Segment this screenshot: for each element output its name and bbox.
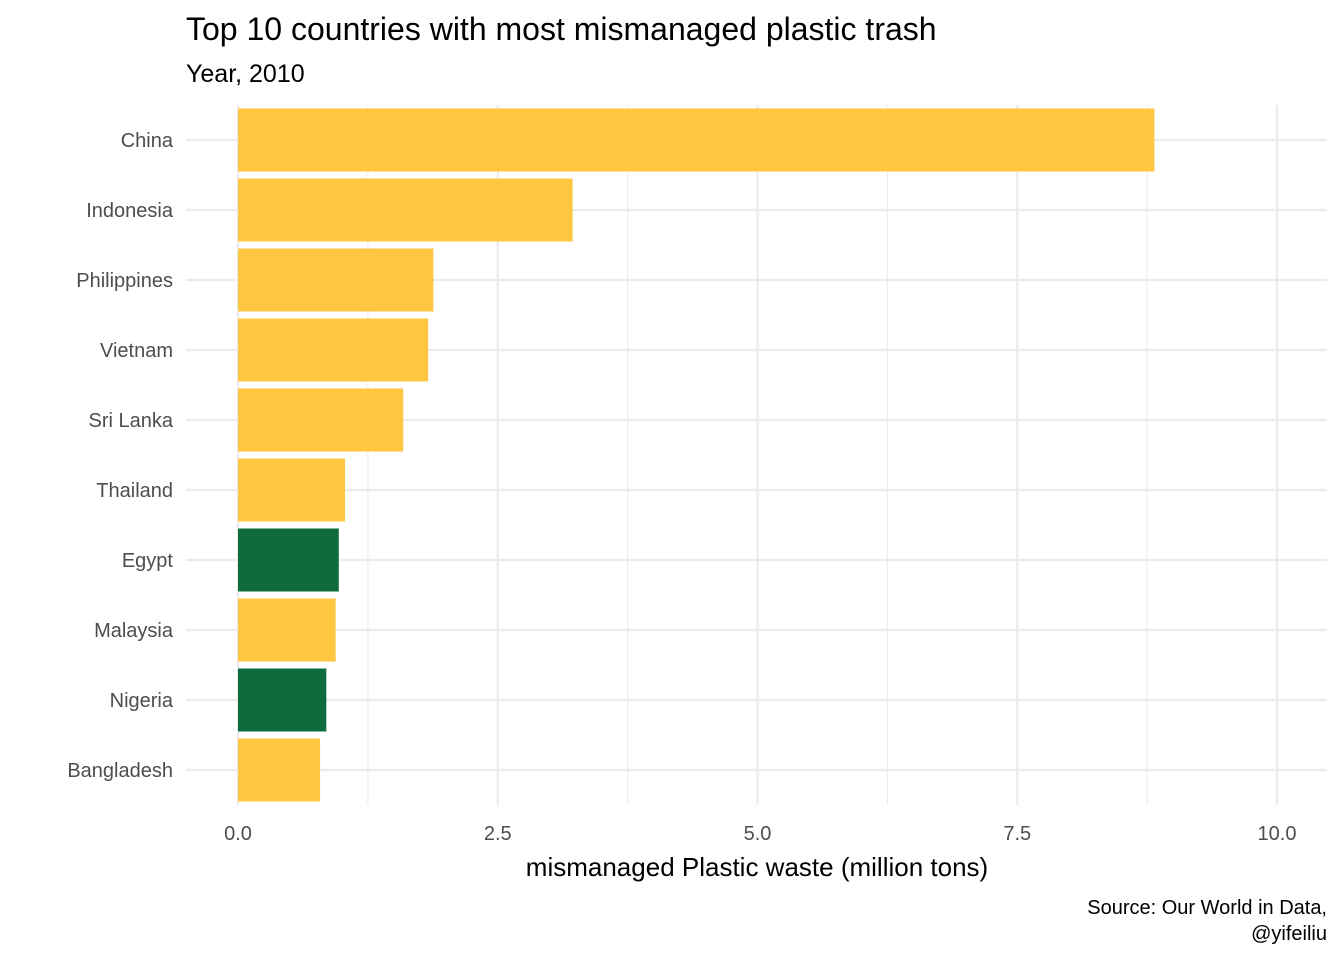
bar-malaysia bbox=[238, 598, 336, 662]
x-tick-label-1: 2.5 bbox=[484, 823, 512, 845]
x-axis-title: mismanaged Plastic waste (million tons) bbox=[526, 852, 988, 882]
x-tick-label-2: 5.0 bbox=[744, 823, 772, 845]
chart-title: Top 10 countries with most mismanaged pl… bbox=[186, 11, 937, 47]
bar-sri-lanka bbox=[238, 388, 404, 452]
x-tick-labels: 0.0 2.5 5.0 7.5 10.0 bbox=[224, 823, 1296, 845]
bar-vietnam bbox=[238, 318, 429, 382]
y-tick-label-bangladesh: Bangladesh bbox=[67, 760, 173, 782]
bar-egypt bbox=[238, 528, 339, 592]
y-tick-label-egypt: Egypt bbox=[122, 550, 174, 572]
caption-author: @yifeiliu bbox=[1251, 923, 1327, 945]
y-tick-label-sri-lanka: Sri Lanka bbox=[89, 410, 174, 432]
bar-thailand bbox=[238, 458, 346, 522]
x-tick-label-3: 7.5 bbox=[1003, 823, 1031, 845]
y-tick-label-philippines: Philippines bbox=[76, 270, 173, 292]
x-tick-label-0: 0.0 bbox=[224, 823, 252, 845]
y-tick-labels: China Indonesia Philippines Vietnam Sri Lank… bbox=[67, 130, 174, 782]
bar-nigeria bbox=[238, 668, 327, 732]
y-tick-label-malaysia: Malaysia bbox=[94, 620, 174, 642]
y-tick-label-nigeria: Nigeria bbox=[110, 690, 174, 712]
y-tick-label-vietnam: Vietnam bbox=[100, 340, 173, 362]
y-tick-label-thailand: Thailand bbox=[96, 480, 173, 502]
bar-bangladesh bbox=[238, 738, 321, 802]
caption-source: Source: Our World in Data, bbox=[1087, 897, 1327, 919]
y-tick-label-indonesia: Indonesia bbox=[86, 200, 174, 222]
y-tick-label-china: China bbox=[121, 130, 174, 152]
bar-china bbox=[238, 108, 1155, 172]
bar-philippines bbox=[238, 248, 434, 312]
bars bbox=[238, 108, 1155, 802]
chart-subtitle: Year, 2010 bbox=[186, 60, 305, 88]
bar-indonesia bbox=[238, 178, 573, 242]
x-tick-label-4: 10.0 bbox=[1258, 823, 1297, 845]
